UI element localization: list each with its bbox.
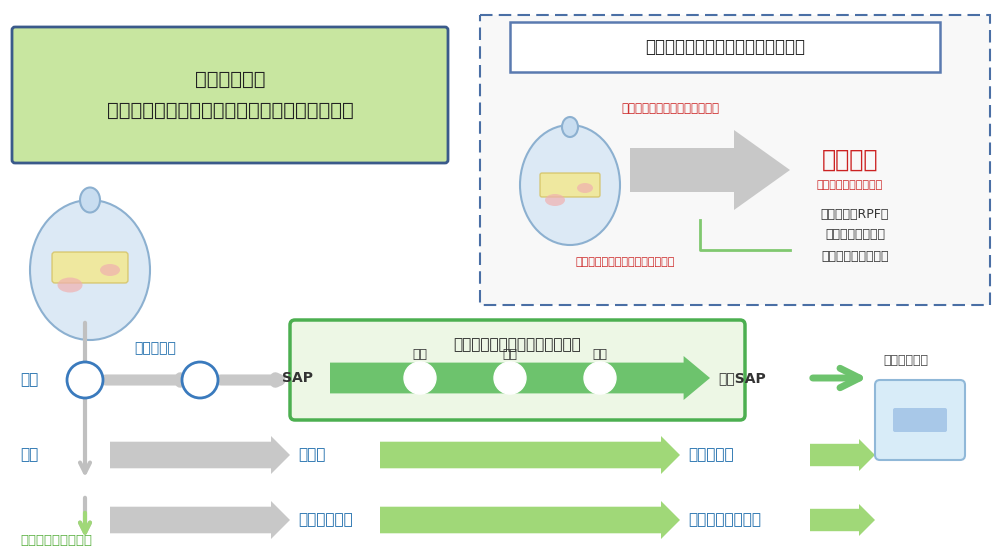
Circle shape [584,362,616,394]
FancyBboxPatch shape [12,27,448,163]
Text: 一部はリサイクルされています。: 一部はリサイクルされています。 [575,257,675,267]
Text: パルプ: パルプ [298,448,325,462]
Ellipse shape [80,187,100,212]
FancyBboxPatch shape [480,15,990,305]
FancyBboxPatch shape [893,408,947,432]
Ellipse shape [100,264,120,276]
Ellipse shape [520,125,620,245]
Circle shape [494,362,526,394]
Circle shape [182,362,218,398]
Text: 再生: 再生 [592,348,608,362]
Text: 分解: 分解 [413,348,428,362]
Text: 紙おむつへ！: 紙おむつへ！ [883,353,928,367]
FancyArrowPatch shape [813,368,859,388]
Text: 固形燃料（RPF）
猫砂・土壌改良剤
再生パルプ　などへ: 固形燃料（RPF） 猫砂・土壌改良剤 再生パルプ などへ [821,207,889,263]
Ellipse shape [562,117,578,137]
Text: バイオマス資源へ！: バイオマス資源へ！ [20,533,92,547]
Text: 資材の分離: 資材の分離 [134,341,176,355]
Text: 再生SAP: 再生SAP [718,371,766,385]
Ellipse shape [577,183,593,193]
Text: 精製: 精製 [503,348,518,362]
Text: し尿: し尿 [20,448,38,462]
FancyBboxPatch shape [510,22,940,72]
Polygon shape [330,356,710,400]
Polygon shape [380,436,680,474]
Text: 焼却処分: 焼却処分 [822,148,878,172]
Circle shape [404,362,436,394]
Text: 当社が考える
理想的な使用済み紙おむつリサイクルシステム: 当社が考える 理想的な使用済み紙おむつリサイクルシステム [107,70,353,120]
Text: 住友精化のケミカルリサイクル: 住友精化のケミカルリサイクル [454,338,581,353]
Polygon shape [810,439,875,471]
Text: （一部埋め立て処分）: （一部埋め立て処分） [817,180,883,190]
Polygon shape [630,130,790,210]
Polygon shape [380,501,680,539]
Ellipse shape [545,194,565,206]
FancyBboxPatch shape [290,320,745,420]
Polygon shape [110,436,290,474]
Text: 再生プラスチック: 再生プラスチック [688,513,761,528]
Text: 現状の使用済み紙おむつの処理状況: 現状の使用済み紙おむつの処理状況 [645,38,805,56]
FancyBboxPatch shape [540,173,600,197]
Text: SAP: SAP [282,371,313,385]
Circle shape [67,362,103,398]
Polygon shape [110,501,290,539]
Polygon shape [810,504,875,536]
Text: ほとんどは処分されています。: ほとんどは処分されています。 [621,102,719,115]
Text: 再生パルプ: 再生パルプ [688,448,734,462]
Ellipse shape [58,277,82,292]
Text: プラスチック: プラスチック [298,513,353,528]
FancyBboxPatch shape [52,252,128,283]
FancyBboxPatch shape [875,380,965,460]
Text: 洗浄: 洗浄 [20,372,38,387]
Ellipse shape [30,200,150,340]
